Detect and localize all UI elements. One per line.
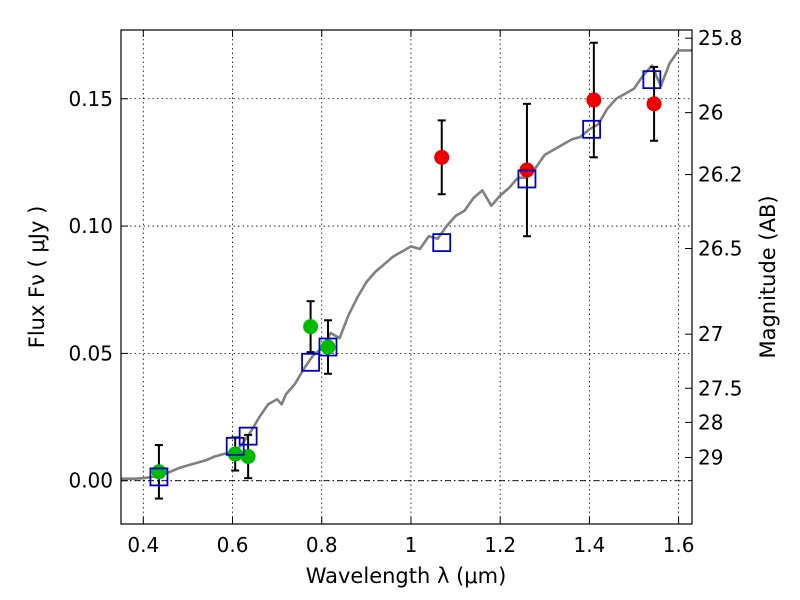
- model-square-point: [432, 233, 452, 253]
- y2-tick-label: 25.8: [698, 26, 743, 50]
- y2-tick-label: 27: [698, 322, 723, 346]
- y-tick-label: 0.15: [68, 87, 113, 111]
- plot-frame: [120, 29, 693, 525]
- model-square-point: [642, 70, 662, 90]
- model-square-point: [318, 337, 338, 357]
- model-square-point: [238, 426, 258, 446]
- y2-tick-label: 28: [698, 410, 723, 434]
- template-group: [121, 49, 692, 481]
- red-data-point: [434, 149, 450, 165]
- y-tick-label: 0.05: [68, 341, 113, 365]
- y2-tick-label: 29: [698, 445, 723, 469]
- grid-lines: [121, 30, 692, 524]
- data-markers: [149, 41, 662, 500]
- green-data-point: [303, 319, 319, 335]
- green-data-point: [320, 339, 336, 355]
- red-data-point: [646, 96, 662, 112]
- model-square-point: [517, 169, 537, 189]
- x-tick-label: 0.6: [217, 533, 249, 557]
- model-square-point: [582, 119, 602, 139]
- axis-ticks: 0.4 0.6 0.8 1 1.2 1.4 1.6 0.00 0.05 0.10 0.15 25.8 2…: [68, 26, 742, 557]
- y2-tick-label: 27.5: [698, 376, 743, 400]
- model-square-point: [149, 467, 169, 487]
- x-axis-label: Wavelength λ (μm): [306, 564, 507, 588]
- template-spectrum-line: [121, 49, 692, 481]
- model-square-point: [301, 352, 320, 372]
- x-tick-label: 0.8: [306, 533, 338, 557]
- x-tick-label: 0.4: [127, 533, 159, 557]
- green-data-point: [151, 464, 167, 480]
- model-square-point: [225, 436, 245, 456]
- x-tick-label: 1: [405, 533, 418, 557]
- y2-tick-label: 26.5: [698, 236, 743, 260]
- x-tick-label: 1.6: [663, 533, 695, 557]
- red-data-point: [586, 92, 602, 108]
- y2-tick-label: 26.2: [698, 163, 743, 187]
- y-tick-label: 0.10: [68, 214, 113, 238]
- x-tick-label: 1.4: [573, 533, 605, 557]
- y2-axis-label: Magnitude (AB): [756, 195, 780, 358]
- y-tick-label: 0.00: [68, 469, 113, 493]
- y-axis-label: Flux Fν ( μJy ): [25, 206, 49, 349]
- x-tick-label: 1.2: [484, 533, 516, 557]
- y2-tick-label: 26: [698, 101, 723, 125]
